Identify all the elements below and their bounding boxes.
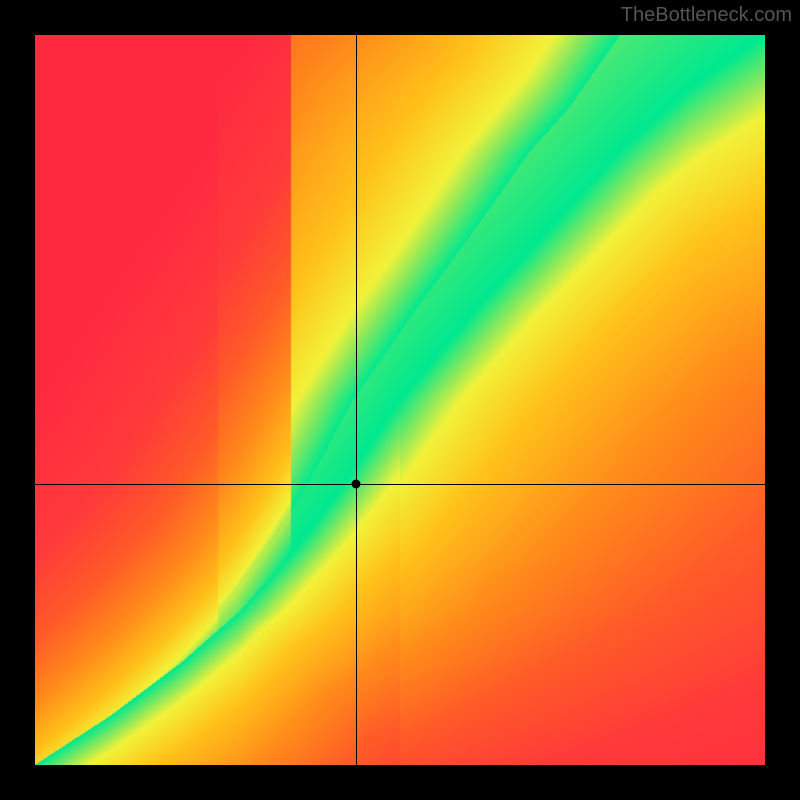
watermark-text: TheBottleneck.com — [621, 4, 792, 27]
chart-container: TheBottleneck.com — [0, 0, 800, 800]
plot-area — [35, 35, 765, 765]
heatmap-canvas — [35, 35, 765, 765]
